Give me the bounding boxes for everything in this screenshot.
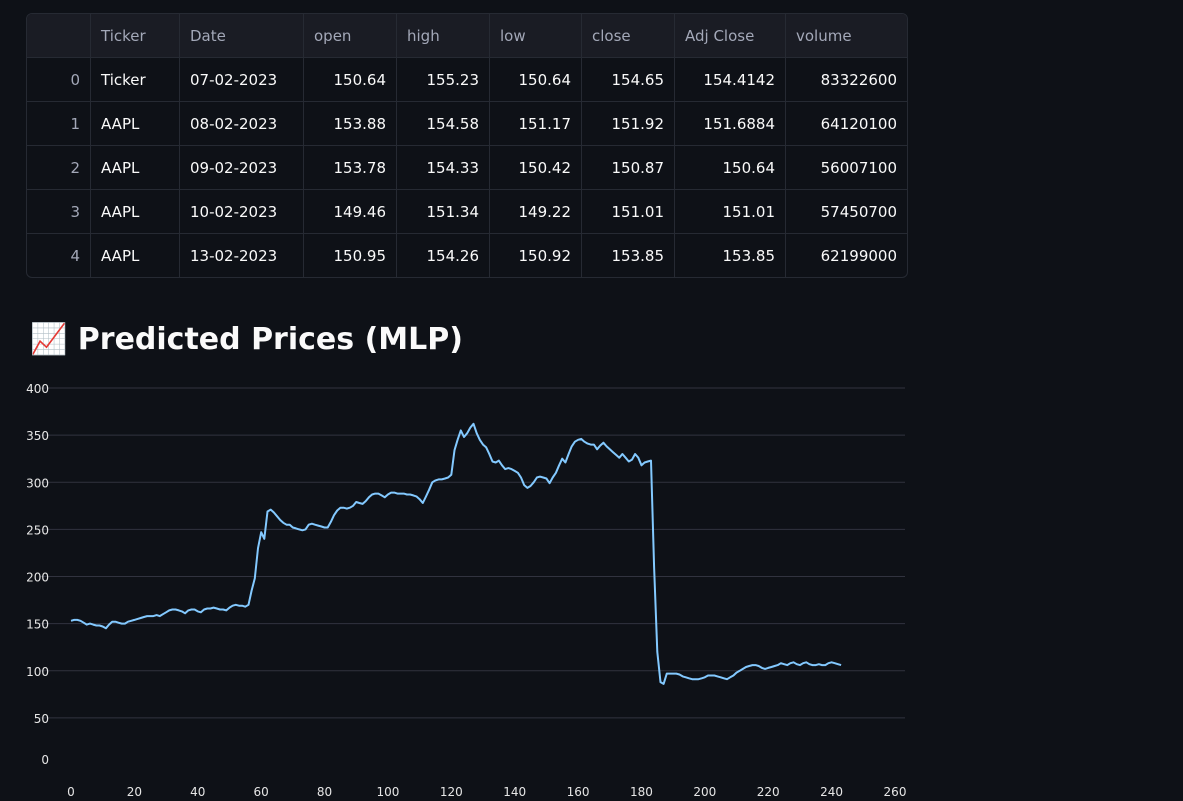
table-cell: 150.95: [304, 234, 397, 277]
table-cell: 57450700: [786, 190, 907, 234]
table-row: 3 AAPL 10-02-2023 149.46 151.34 149.22 151.01 1…: [27, 190, 907, 234]
table-cell: 151.34: [397, 190, 490, 234]
header-row: Ticker Date open high low close Adj Close volum…: [27, 14, 907, 58]
price-line: [70, 422, 842, 685]
column-header: low: [490, 14, 582, 58]
row-index: 1: [27, 102, 91, 146]
y-tick-label: 150: [26, 618, 49, 632]
x-tick-label: 200: [693, 785, 716, 799]
table-cell: 56007100: [786, 146, 907, 190]
y-tick-label: 0: [41, 753, 49, 767]
table-cell: 154.65: [582, 58, 675, 102]
column-header: Date: [180, 14, 304, 58]
table-row: 0 Ticker 07-02-2023 150.64 155.23 150.64 154.6…: [27, 58, 907, 102]
x-tick-label: 0: [67, 785, 75, 799]
table-cell: AAPL: [91, 146, 180, 190]
x-tick-label: 80: [317, 785, 332, 799]
row-index: 2: [27, 146, 91, 190]
column-header: volume: [786, 14, 907, 58]
x-tick-label: 60: [254, 785, 269, 799]
x-tick-label: 100: [376, 785, 399, 799]
table-cell: 150.42: [490, 146, 582, 190]
column-header: close: [582, 14, 675, 58]
table-cell: 13-02-2023: [180, 234, 304, 277]
table-cell: 153.78: [304, 146, 397, 190]
table-cell: 83322600: [786, 58, 907, 102]
table-cell: 10-02-2023: [180, 190, 304, 234]
y-tick-label: 400: [26, 382, 49, 396]
y-tick-label: 200: [26, 571, 49, 585]
x-tick-label: 160: [567, 785, 590, 799]
x-tick-label: 240: [820, 785, 843, 799]
table-cell: 07-02-2023: [180, 58, 304, 102]
x-tick-label: 220: [757, 785, 780, 799]
y-tick-label: 50: [34, 712, 49, 726]
section-heading: 📈 Predicted Prices (MLP): [30, 322, 463, 357]
table-cell: 151.6884: [675, 102, 786, 146]
table-cell: 151.01: [582, 190, 675, 234]
row-index: 0: [27, 58, 91, 102]
table-cell: 151.17: [490, 102, 582, 146]
table-row: 1 AAPL 08-02-2023 153.88 154.58 151.17 151.92 1…: [27, 102, 907, 146]
table-cell: 64120100: [786, 102, 907, 146]
data-table: Ticker Date open high low close Adj Close volum…: [26, 13, 908, 278]
table-row: 2 AAPL 09-02-2023 153.78 154.33 150.42 150.87 1…: [27, 146, 907, 190]
table-cell: 08-02-2023: [180, 102, 304, 146]
table-cell: AAPL: [91, 234, 180, 277]
index-header: [27, 14, 91, 58]
table-cell: AAPL: [91, 190, 180, 234]
table-cell: 154.26: [397, 234, 490, 277]
table-cell: 150.64: [675, 146, 786, 190]
column-header: open: [304, 14, 397, 58]
x-tick-label: 40: [190, 785, 205, 799]
table-cell: 153.88: [304, 102, 397, 146]
table-cell: 62199000: [820, 246, 897, 265]
table-cell: 149.22: [490, 190, 582, 234]
table-cell: 153.85: [582, 234, 675, 277]
table-cell: 150.64: [304, 58, 397, 102]
table-cell: 155.23: [397, 58, 490, 102]
table-cell: Ticker: [91, 58, 180, 102]
table-cell: 154.4142: [675, 58, 786, 102]
table-cell: AAPL: [91, 102, 180, 146]
table-cell: 150.87: [582, 146, 675, 190]
table-row: 4 AAPL 13-02-2023 150.95 154.26 150.92 153.85 1…: [27, 234, 907, 277]
column-header: high: [397, 14, 490, 58]
x-tick-label: 120: [440, 785, 463, 799]
x-tick-label: 260: [884, 785, 907, 799]
x-tick-label: 180: [630, 785, 653, 799]
y-tick-label: 100: [26, 665, 49, 679]
y-tick-label: 350: [26, 429, 49, 443]
table-cell: 151.01: [675, 190, 786, 234]
table-cell: 149.46: [304, 190, 397, 234]
table-cell: 09-02-2023: [180, 146, 304, 190]
y-tick-label: 250: [26, 523, 49, 537]
table-cell: 153.85: [675, 234, 786, 277]
y-tick-label: 300: [26, 476, 49, 490]
table-cell: 150.92: [490, 234, 582, 277]
x-tick-label: 20: [127, 785, 142, 799]
column-header: Adj Close: [675, 14, 786, 58]
row-index: 3: [27, 190, 91, 234]
x-tick-label: 140: [503, 785, 526, 799]
table-cell: 154.33: [397, 146, 490, 190]
table-cell: 150.64: [490, 58, 582, 102]
column-header: Ticker: [91, 14, 180, 58]
table-cell: 154.58: [397, 102, 490, 146]
row-index: 4: [27, 234, 91, 277]
table-body: 0 Ticker 07-02-2023 150.64 155.23 150.64 154.6…: [27, 58, 907, 277]
table-cell: 151.92: [582, 102, 675, 146]
